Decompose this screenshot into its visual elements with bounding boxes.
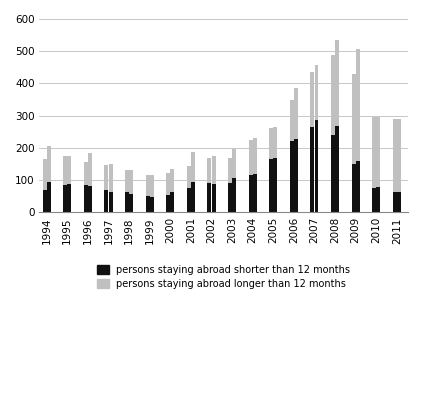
Bar — [104, 165, 108, 190]
Bar — [352, 74, 356, 164]
Bar — [315, 120, 319, 212]
Bar — [315, 66, 319, 120]
Bar — [129, 194, 133, 212]
Bar — [146, 196, 150, 212]
Bar — [269, 127, 273, 159]
Bar — [166, 173, 170, 195]
Bar — [63, 156, 67, 185]
Bar — [212, 155, 215, 184]
Bar — [187, 166, 191, 188]
Bar — [125, 171, 129, 193]
Bar — [191, 182, 195, 212]
Bar — [104, 190, 108, 212]
Bar — [397, 193, 401, 212]
Bar — [335, 126, 339, 212]
Bar — [88, 186, 92, 212]
Bar — [84, 185, 88, 212]
Bar — [249, 175, 253, 212]
Bar — [356, 162, 360, 212]
Bar — [150, 197, 154, 212]
Bar — [47, 146, 51, 182]
Bar — [207, 183, 212, 212]
Bar — [63, 185, 67, 212]
Bar — [207, 158, 212, 183]
Bar — [290, 142, 294, 212]
Bar — [273, 158, 277, 212]
Bar — [294, 139, 298, 212]
Bar — [397, 119, 401, 193]
Bar — [43, 190, 47, 212]
Bar — [67, 155, 71, 184]
Bar — [253, 174, 257, 212]
Bar — [109, 164, 113, 193]
Bar — [376, 117, 380, 187]
Bar — [170, 168, 174, 192]
Bar — [191, 152, 195, 182]
Bar — [129, 171, 133, 194]
Bar — [84, 162, 88, 185]
Bar — [228, 183, 232, 212]
Bar — [310, 72, 314, 127]
Bar — [232, 179, 236, 212]
Bar — [166, 195, 170, 212]
Bar — [352, 164, 356, 212]
Bar — [331, 55, 335, 135]
Bar — [376, 187, 380, 212]
Bar — [43, 159, 47, 190]
Bar — [249, 140, 253, 175]
Bar — [170, 192, 174, 212]
Bar — [125, 193, 129, 212]
Bar — [109, 193, 113, 212]
Bar — [310, 127, 314, 212]
Bar — [47, 182, 51, 212]
Bar — [393, 118, 397, 192]
Bar — [331, 135, 335, 212]
Bar — [228, 158, 232, 183]
Bar — [356, 49, 360, 162]
Bar — [67, 184, 71, 212]
Bar — [146, 175, 150, 196]
Bar — [335, 39, 339, 126]
Bar — [269, 159, 273, 212]
Bar — [253, 138, 257, 174]
Bar — [372, 188, 376, 212]
Bar — [88, 153, 92, 186]
Bar — [273, 127, 277, 158]
Bar — [372, 117, 376, 188]
Bar — [294, 88, 298, 139]
Bar — [393, 192, 397, 212]
Bar — [232, 149, 236, 179]
Bar — [290, 100, 294, 142]
Bar — [212, 184, 215, 212]
Legend: persons staying abroad shorter than 12 months, persons staying abroad longer tha: persons staying abroad shorter than 12 m… — [97, 265, 351, 289]
Bar — [150, 175, 154, 197]
Bar — [187, 188, 191, 212]
